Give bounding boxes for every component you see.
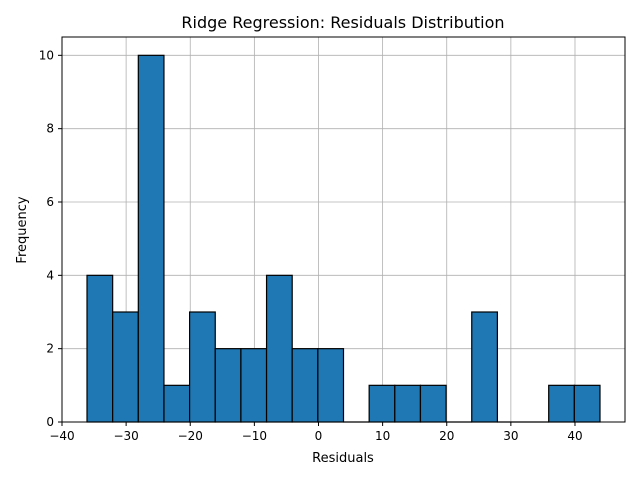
chart-title: Ridge Regression: Residuals Distribution [181, 13, 504, 32]
x-tick-label: 10 [375, 429, 390, 443]
x-tick-label: −20 [178, 429, 203, 443]
histogram-bar [265, 274, 293, 423]
y-tick-label: 6 [46, 195, 54, 209]
ticks: −40 −30 −20 −10 0 10 20 30 40 0 2 4 6 8 10 [39, 48, 583, 443]
y-tick-label: 4 [46, 268, 54, 282]
bars [86, 54, 601, 423]
x-tick-label: 0 [315, 429, 323, 443]
histogram-bar [471, 311, 498, 423]
plot-frame [61, 36, 626, 423]
x-tick-label: −10 [242, 429, 267, 443]
x-tick-label: −40 [49, 429, 74, 443]
x-tick-label: 30 [503, 429, 518, 443]
histogram-bar [137, 54, 165, 423]
histogram-bar [394, 384, 422, 423]
histogram-bar [214, 348, 242, 423]
histogram-bar [291, 348, 319, 423]
histogram-bar [548, 384, 575, 423]
y-tick-label: 10 [39, 48, 54, 62]
x-axis-label: Residuals [312, 451, 374, 466]
histogram-bar [112, 311, 139, 423]
y-tick-label: 0 [46, 415, 54, 429]
y-axis-label: Frequency [15, 196, 30, 263]
histogram-bar [189, 311, 216, 423]
histogram-bar [317, 348, 345, 423]
histogram-bar [419, 384, 447, 423]
histogram-bar [163, 384, 191, 423]
x-tick-label: −30 [113, 429, 138, 443]
y-tick-label: 2 [46, 342, 54, 356]
histogram-bar [86, 274, 114, 423]
histogram-bar [240, 348, 268, 423]
histogram-bar [573, 384, 601, 423]
histogram-bar [368, 384, 396, 423]
x-tick-label: 20 [439, 429, 454, 443]
x-tick-label: 40 [567, 429, 582, 443]
y-tick-label: 8 [46, 122, 54, 136]
